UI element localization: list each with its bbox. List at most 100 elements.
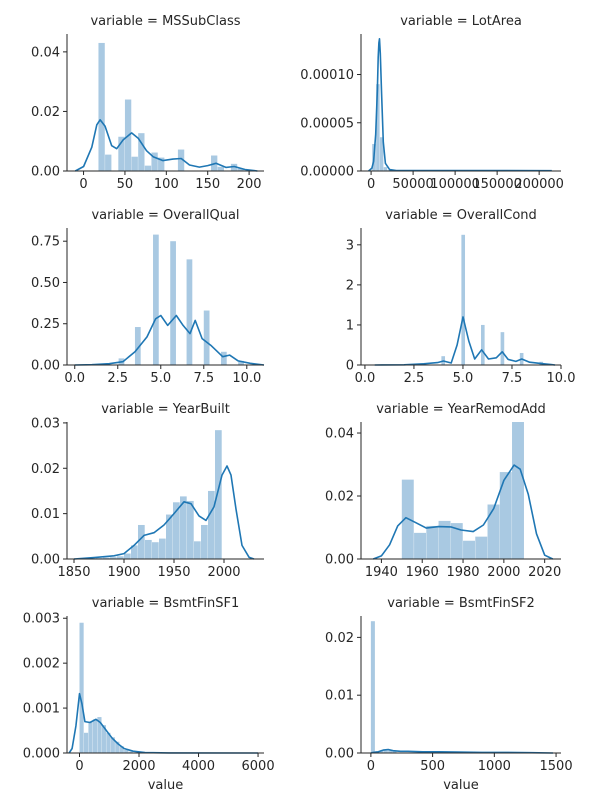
y-tick-label: 0.04 — [325, 427, 354, 442]
histogram-bar — [119, 746, 124, 753]
histogram-bar — [186, 259, 193, 365]
facet-panel: 0 50 100 150 200 0.00 0.02 0.04 variable = MSSub… — [31, 14, 264, 192]
y-tick-label: 0.00005 — [300, 116, 354, 131]
x-tick-label: 7.5 — [502, 371, 523, 386]
x-tick-label: 100 — [154, 177, 179, 192]
histogram-bar — [180, 496, 187, 559]
x-tick-label: 1940 — [365, 565, 398, 580]
histogram-bar — [158, 157, 165, 171]
histogram-bar — [215, 430, 222, 559]
histogram-bar — [128, 751, 133, 753]
histogram-bar — [438, 520, 451, 559]
histogram-bar — [97, 717, 102, 753]
y-tick-label: 0.00000 — [300, 165, 354, 180]
histogram-bar — [370, 621, 375, 753]
histogram-bar — [115, 741, 120, 753]
x-tick-label: 200000 — [514, 177, 564, 192]
facet-title: variable = OverallCond — [385, 208, 537, 223]
y-tick-label: 0.02 — [31, 462, 60, 477]
histogram-bar — [103, 557, 110, 559]
x-tick-label: 1900 — [107, 565, 140, 580]
y-tick-label: 0.003 — [23, 612, 60, 627]
histogram-bar — [450, 523, 463, 559]
histogram-bar — [230, 163, 238, 171]
x-tick-label: 2.5 — [107, 371, 128, 386]
histogram-bar — [238, 360, 244, 365]
y-tick-label: 0.75 — [31, 235, 60, 250]
histogram-bar — [203, 310, 210, 365]
facet-panel: 1850 1900 1950 2000 0.00 0.01 0.02 0.03 variable… — [31, 402, 264, 580]
x-tick-label: 10.0 — [232, 371, 261, 386]
x-tick-label: 1980 — [446, 565, 479, 580]
x-tick-label: 7.5 — [193, 371, 214, 386]
facet-title: variable = BsmtFinSF2 — [387, 596, 534, 611]
histogram-bar — [131, 156, 138, 171]
histogram-bar — [383, 749, 388, 753]
histogram-bar — [138, 524, 145, 559]
x-tick-label: 150000 — [472, 177, 522, 192]
histogram-bar — [220, 351, 227, 365]
histogram-bar — [379, 750, 384, 753]
y-tick-label: 0 — [346, 359, 354, 374]
histogram-bar — [487, 504, 500, 559]
histogram-bar — [106, 732, 111, 753]
histogram-bar — [388, 750, 393, 753]
kde-line — [68, 692, 259, 754]
x-tick-label: 2000 — [122, 759, 155, 774]
x-tick-label: 5.0 — [150, 371, 171, 386]
histogram-bar — [500, 332, 505, 365]
x-tick-label: 50000 — [392, 177, 433, 192]
facet-title: variable = YearRemodAdd — [376, 402, 546, 417]
x-tick-label: 2000 — [487, 565, 520, 580]
histogram-bar — [187, 500, 194, 559]
x-tick-label: 6000 — [242, 759, 275, 774]
histogram-bar — [159, 538, 166, 559]
histogram-bar — [105, 154, 112, 171]
x-tick-label: 0.0 — [64, 371, 85, 386]
histogram-bar — [131, 545, 138, 559]
x-tick-label: 200 — [237, 177, 262, 192]
x-tick-label: 4000 — [182, 759, 215, 774]
y-tick-label: 0.01 — [325, 689, 354, 704]
facet-title: variable = OverallQual — [91, 208, 239, 223]
histogram-bar — [152, 542, 159, 559]
histogram-bar — [153, 234, 159, 365]
histogram-bar — [208, 490, 215, 559]
histogram-bar — [414, 532, 427, 559]
kde-line — [368, 38, 552, 172]
histogram-bar — [463, 540, 475, 559]
x-tick-label: 2000 — [207, 565, 240, 580]
x-tick-label: 1960 — [406, 565, 439, 580]
x-tick-label: 50 — [117, 177, 134, 192]
histogram-bar — [88, 721, 93, 753]
y-tick-label: 0.00 — [31, 165, 60, 180]
histogram-bar — [376, 84, 380, 171]
x-tick-label: 0 — [79, 177, 87, 192]
x-tick-label: 1850 — [57, 565, 90, 580]
x-tick-label: 100000 — [430, 177, 480, 192]
histogram-bar — [124, 553, 131, 559]
facet-title: variable = YearBuilt — [101, 402, 230, 417]
histogram-bar — [392, 750, 397, 753]
histogram-bar — [79, 622, 84, 753]
x-tick-label: 150 — [195, 177, 220, 192]
y-tick-label: 0.000 — [23, 747, 60, 762]
x-tick-label: 0.0 — [355, 371, 376, 386]
y-tick-label: 1 — [346, 318, 354, 333]
histogram-bar — [379, 137, 384, 171]
histogram-bar — [170, 241, 176, 365]
x-tick-label: 1000 — [478, 759, 511, 774]
y-tick-label: 0.00 — [31, 553, 60, 568]
histogram-bar — [110, 557, 117, 559]
kde-line — [370, 748, 554, 754]
kde-line — [73, 465, 255, 560]
y-tick-label: 2 — [346, 278, 354, 293]
x-tick-label: 0 — [367, 759, 375, 774]
kde-line — [74, 119, 258, 172]
kde-line — [74, 314, 265, 366]
kde-line — [372, 464, 554, 560]
histogram-bar — [499, 472, 512, 559]
y-tick-label: 0.25 — [31, 317, 60, 332]
